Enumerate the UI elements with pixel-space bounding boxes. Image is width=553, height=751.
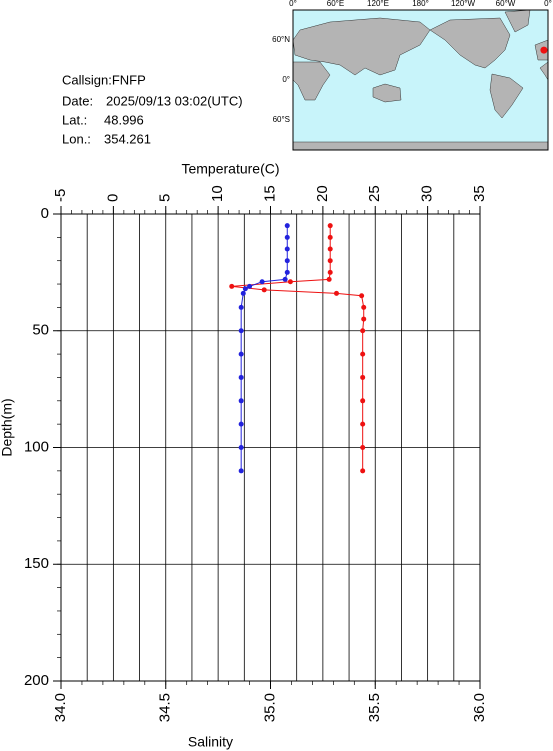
profile-line — [231, 225, 365, 471]
profile-point — [327, 258, 333, 264]
map-lat-label: 0° — [282, 75, 290, 84]
y-tick-label: 100 — [24, 438, 49, 455]
profile-point — [327, 234, 333, 240]
x2-tick-label: 0 — [104, 194, 121, 202]
x2-axis-title: Temperature(C) — [181, 161, 279, 177]
profile-point — [360, 328, 366, 334]
profile-point — [361, 316, 367, 322]
y-tick-label: 50 — [32, 322, 49, 339]
profile-point — [238, 445, 244, 450]
profile-point — [238, 304, 244, 310]
profile-point — [327, 269, 333, 275]
land — [292, 9, 549, 151]
profile-point — [360, 421, 366, 427]
x2-tick-label: 15 — [261, 185, 278, 202]
profile-point — [287, 279, 293, 285]
profile-point — [238, 468, 244, 474]
lat-label: Lat.: — [62, 112, 87, 127]
y-tick-label: 150 — [24, 555, 49, 572]
profile-point — [359, 293, 365, 299]
profile-point — [240, 290, 246, 296]
profile-point — [360, 445, 366, 450]
profile-point — [247, 283, 253, 289]
profile-point — [284, 258, 290, 264]
profile-point — [360, 351, 366, 357]
x-tick-label: 34.0 — [52, 693, 69, 722]
map-lon-label: 120°E — [367, 0, 389, 8]
map-lat-label: 60°N — [272, 35, 290, 44]
x2-tick-label: -5 — [52, 189, 69, 202]
x-tick-label: 35.5 — [366, 693, 383, 722]
profile-point — [238, 398, 244, 404]
profile-point — [229, 283, 235, 289]
profile-point — [360, 374, 366, 380]
profile-point — [327, 223, 333, 229]
profile-point — [284, 223, 290, 229]
profile-point — [333, 290, 339, 296]
profile-point — [360, 468, 366, 474]
profile-point — [238, 421, 244, 427]
x2-tick-label: 25 — [366, 185, 383, 202]
lon: 354.261 — [104, 131, 151, 146]
callsign: Callsign:FNFP — [62, 72, 146, 87]
map-lon-label: 60°W — [496, 0, 516, 8]
x2-tick-label: 10 — [209, 185, 226, 202]
map-lon-label: 60°E — [327, 0, 344, 8]
map-lon-label: 0° — [289, 0, 297, 8]
lon-label: Lon.: — [62, 131, 91, 146]
map-lon-label: 120°W — [451, 0, 476, 8]
profile-point — [259, 279, 265, 285]
profile-point — [238, 351, 244, 357]
lat: 48.996 — [104, 112, 144, 127]
x-axis-title: Salinity — [188, 734, 233, 750]
x2-tick-label: 5 — [157, 194, 174, 202]
profile-point — [284, 269, 290, 275]
profile-point — [284, 234, 290, 240]
y-axis-title: Depth(m) — [0, 398, 15, 456]
x-tick-label: 35.0 — [261, 693, 278, 722]
map-lat-label: 60°S — [273, 115, 290, 124]
map-lon-label: 0° — [544, 0, 552, 8]
profile-point — [282, 276, 288, 282]
profile-point — [326, 276, 332, 282]
y-tick-label: 0 — [41, 205, 49, 222]
profile-point — [361, 304, 367, 310]
y-tick-label: 200 — [24, 672, 49, 689]
map-lon-label: 180° — [412, 0, 429, 8]
x2-tick-label: 30 — [419, 185, 436, 202]
profile-point — [238, 374, 244, 380]
profile-point — [327, 246, 333, 252]
profile-point — [284, 246, 290, 252]
date-label: Date: — [62, 93, 93, 108]
date: 2025/09/13 03:02(UTC) — [106, 93, 243, 108]
x-tick-label: 34.5 — [157, 693, 174, 722]
profile-point — [360, 398, 366, 404]
x2-tick-label: 35 — [471, 185, 488, 202]
profile-point — [242, 286, 248, 292]
profile-point — [261, 287, 267, 293]
map — [292, 9, 549, 151]
map-frame — [292, 9, 549, 151]
x2-tick-label: 20 — [314, 185, 331, 202]
profile-line — [240, 225, 288, 471]
profile-point — [238, 328, 244, 334]
x-tick-label: 36.0 — [471, 693, 488, 722]
position-marker — [540, 46, 548, 54]
